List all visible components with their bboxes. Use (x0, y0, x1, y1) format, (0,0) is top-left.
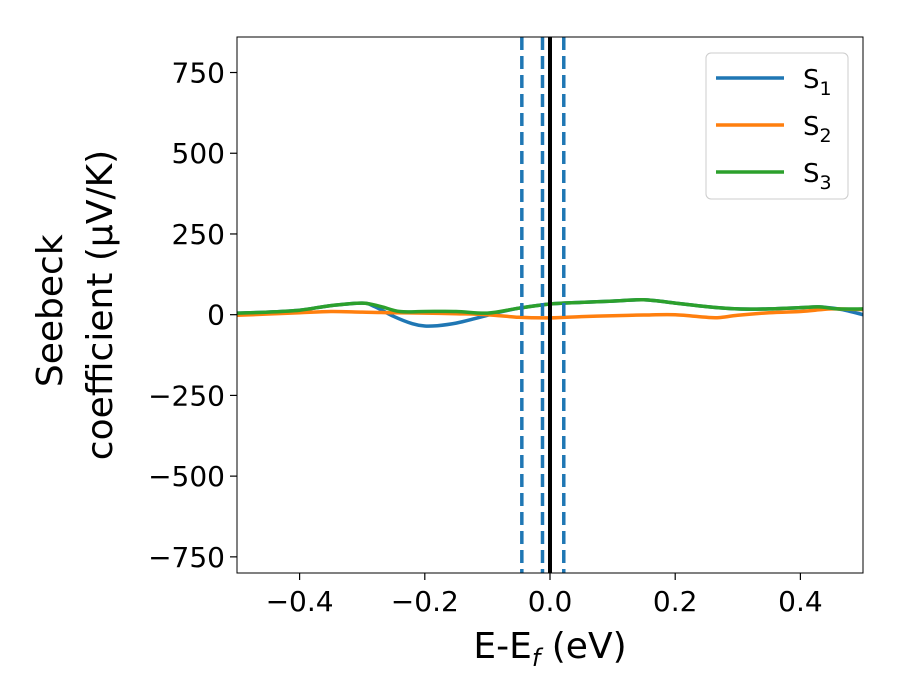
x-tick-label: 0.0 (528, 585, 573, 618)
y-axis-label: Seebeck coefficient (μV/K) (30, 150, 121, 460)
y-axis-label-line1: Seebeck (30, 234, 71, 387)
series-line-s2 (237, 307, 863, 320)
x-axis-ticks: −0.4 −0.2 0.0 0.2 0.4 (266, 573, 823, 618)
y-tick-label: 500 (172, 137, 225, 170)
y-tick-label: 250 (172, 218, 225, 251)
legend-label-s2: S2 (803, 112, 832, 147)
vertical-lines-layer (520, 37, 566, 573)
legend: S1 S2 S3 (705, 52, 849, 200)
x-tick-label: 0.4 (778, 585, 823, 618)
y-tick-label: 0 (207, 299, 225, 332)
y-tick-label: −500 (148, 460, 225, 493)
y-axis-label-line2: coefficient (μV/K) (80, 150, 121, 460)
x-axis-label-base: E-E (473, 626, 531, 667)
x-tick-label: 0.2 (653, 585, 698, 618)
y-axis-ticks: 750 500 250 0 −250 −500 −750 (148, 57, 237, 574)
x-tick-label: −0.4 (266, 585, 334, 618)
y-tick-label: 750 (172, 57, 225, 90)
legend-label-s3: S3 (803, 159, 832, 194)
x-axis-label: E-Ef (eV) (473, 626, 626, 672)
y-tick-label: −250 (148, 379, 225, 412)
y-tick-label: −750 (148, 541, 225, 574)
legend-label-s1: S1 (803, 65, 832, 100)
x-tick-label: −0.2 (391, 585, 459, 618)
x-axis-label-rest: (eV) (540, 626, 626, 667)
